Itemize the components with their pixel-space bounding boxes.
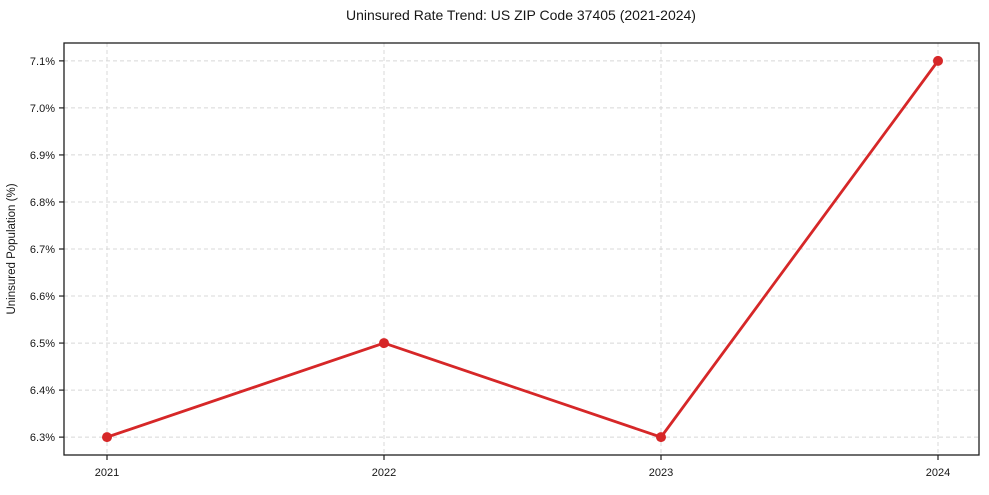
data-point-marker	[656, 432, 666, 443]
y-tick-label: 6.5%	[30, 338, 55, 350]
y-tick-label: 6.4%	[30, 385, 55, 397]
x-tick-label: 2023	[649, 467, 673, 479]
y-tick-label: 6.3%	[30, 432, 55, 444]
y-tick-label: 7.1%	[30, 56, 55, 68]
data-point-marker	[379, 338, 389, 349]
y-tick-label: 6.9%	[30, 150, 55, 162]
y-tick-label: 6.8%	[30, 197, 55, 209]
x-tick-label: 2021	[95, 467, 119, 479]
trend-line	[105, 59, 940, 439]
x-tick-label: 2022	[372, 467, 396, 479]
plot-area: 6.3% 6.4% 6.5% 6.6% 6.7% 6.8% 6.9% 7.0% 7.1% 2021…	[30, 42, 980, 479]
y-tick-label: 6.6%	[30, 291, 55, 303]
y-axis-label: Uninsured Population (%)	[6, 183, 18, 314]
x-tick-label: 2024	[926, 467, 950, 479]
y-tick-label: 7.0%	[30, 103, 55, 115]
data-point-marker	[933, 55, 943, 66]
y-tick-label: 6.7%	[30, 244, 55, 256]
data-point-marker	[102, 432, 112, 443]
chart-title: Uninsured Rate Trend: US ZIP Code 37405 …	[346, 7, 696, 23]
